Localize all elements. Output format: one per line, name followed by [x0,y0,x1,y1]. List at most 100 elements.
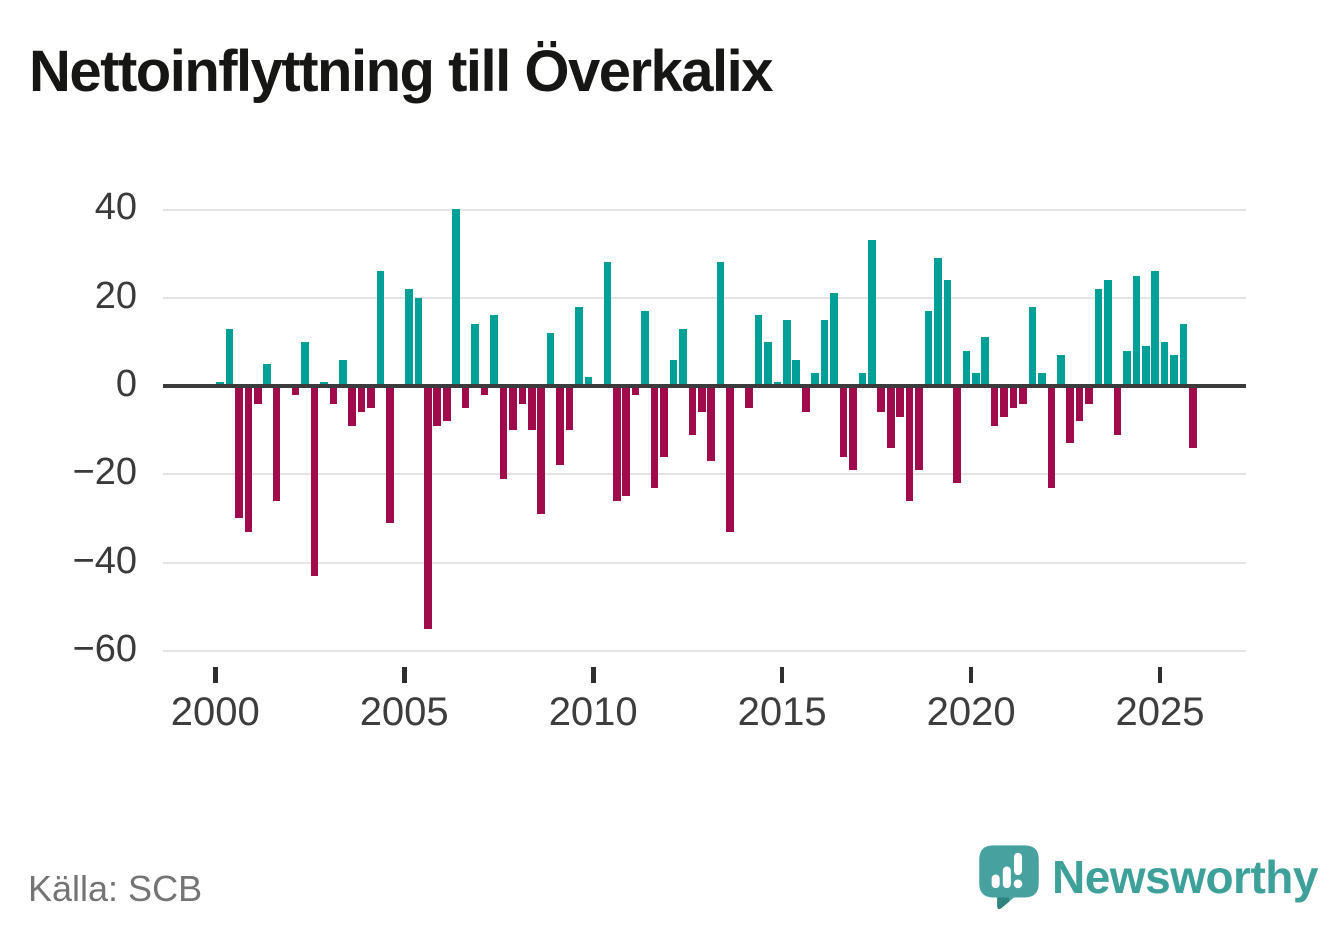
bar-2021-q4 [1038,372,1046,386]
bar-2009-q2 [565,386,574,431]
bar-2012-q1 [669,359,678,386]
bar-2015-q4 [811,372,819,386]
bar-2002-q1 [291,386,300,395]
bar-2017-q3 [877,386,886,413]
bar-2003-q3 [348,386,357,426]
bar-2009-q1 [556,386,564,466]
bar-2023-q1 [1085,386,1093,404]
gridline-minus60 [163,650,1246,652]
bar-2003-q1 [329,386,338,404]
x-tick-2015 [779,667,785,683]
bar-2022-q2 [1056,355,1065,386]
bar-2022-q1 [1047,386,1056,488]
bar-2021-q2 [1019,386,1027,404]
bar-2021-q1 [1009,386,1018,409]
bar-2022-q4 [1075,386,1084,422]
x-axis-label-2015: 2015 [737,690,827,734]
bar-2009-q4 [584,377,593,386]
bar-2015-q2 [792,359,801,386]
bar-2005-q1 [405,288,413,386]
bar-2002-q3 [310,386,319,576]
newsworthy-logo-text: Newsworthy [1052,851,1318,903]
bar-2023-q2 [1094,288,1103,386]
bar-2004-q1 [367,386,375,409]
bar-2002-q2 [301,341,309,386]
x-axis-label-2010: 2010 [548,690,638,734]
bar-2016-q2 [830,293,838,386]
y-axis-label-minus20: −20 [72,451,137,493]
bar-2015-q3 [801,386,810,413]
bar-2020-q4 [1000,386,1008,417]
bar-2024-q3 [1142,346,1150,386]
bar-2020-q3 [990,386,999,426]
bar-2014-q1 [745,386,753,409]
bar-2009-q3 [575,306,583,386]
x-tick-2000 [213,667,218,683]
bar-2000-q4 [244,386,253,532]
bar-2025-q3 [1179,324,1188,386]
bar-2006-q3 [461,386,470,409]
bar-2008-q2 [527,386,536,431]
newsworthy-logo-icon [979,845,1039,910]
bar-2019-q4 [962,350,971,386]
bar-2012-q3 [688,386,697,435]
zero-axis-line [163,383,1246,389]
bar-2011-q3 [650,386,659,488]
gridline-minus40 [163,562,1246,564]
bar-2019-q2 [943,280,952,386]
bar-2002-q4 [320,381,328,386]
x-tick-2010 [591,667,596,683]
bar-2024-q1 [1123,350,1131,386]
bar-2017-q2 [868,240,876,386]
bar-2011-q4 [660,386,668,457]
bar-2010-q3 [612,386,621,501]
x-tick-2020 [968,667,974,683]
bar-2018-q4 [924,310,933,386]
bar-2019-q1 [934,257,942,386]
bar-2007-q1 [480,386,489,395]
bar-2016-q4 [849,386,857,470]
bar-2011-q2 [641,310,649,386]
bar-2004-q3 [386,386,394,523]
bar-2001-q2 [263,363,272,386]
bar-2007-q4 [509,386,517,431]
bar-2017-q1 [858,372,867,386]
y-axis-label-0: 0 [115,363,137,405]
bar-2010-q2 [603,262,612,386]
bar-2023-q4 [1113,386,1122,435]
bar-2013-q2 [716,262,725,386]
bar-2004-q2 [376,271,385,386]
bar-2022-q3 [1066,386,1075,444]
bar-2005-q4 [433,386,442,426]
bar-2006-q1 [442,386,451,422]
x-tick-2005 [402,667,407,683]
bar-2005-q3 [424,386,432,629]
bar-2023-q3 [1104,280,1112,386]
y-axis-label-minus40: −40 [72,540,137,582]
y-axis-label-minus60: −60 [72,628,137,670]
bar-2021-q3 [1028,306,1037,386]
bar-2001-q3 [272,386,281,501]
x-tick-2025 [1157,667,1163,683]
bar-2024-q2 [1132,275,1141,386]
bar-2025-q4 [1189,386,1197,448]
bar-2018-q2 [905,386,914,501]
bar-2018-q3 [915,386,923,470]
bar-2020-q1 [971,372,980,386]
bar-2014-q2 [754,315,763,386]
bar-2005-q2 [414,297,423,386]
bar-2024-q4 [1151,271,1160,386]
bar-2006-q4 [471,324,479,386]
bar-2011-q1 [631,386,640,395]
chart-title: Nettoinflyttning till Överkalix [29,39,774,104]
bar-2018-q1 [896,386,904,417]
bar-2016-q3 [839,386,848,457]
bar-2017-q4 [886,386,895,448]
bar-2003-q2 [339,359,347,386]
newsworthy-logo: Newsworthy [978,844,1318,910]
bar-2006-q2 [452,209,460,386]
source-label: Källa: SCB [28,868,203,909]
bar-2020-q2 [981,337,989,386]
x-axis-label-2005: 2005 [359,690,449,734]
